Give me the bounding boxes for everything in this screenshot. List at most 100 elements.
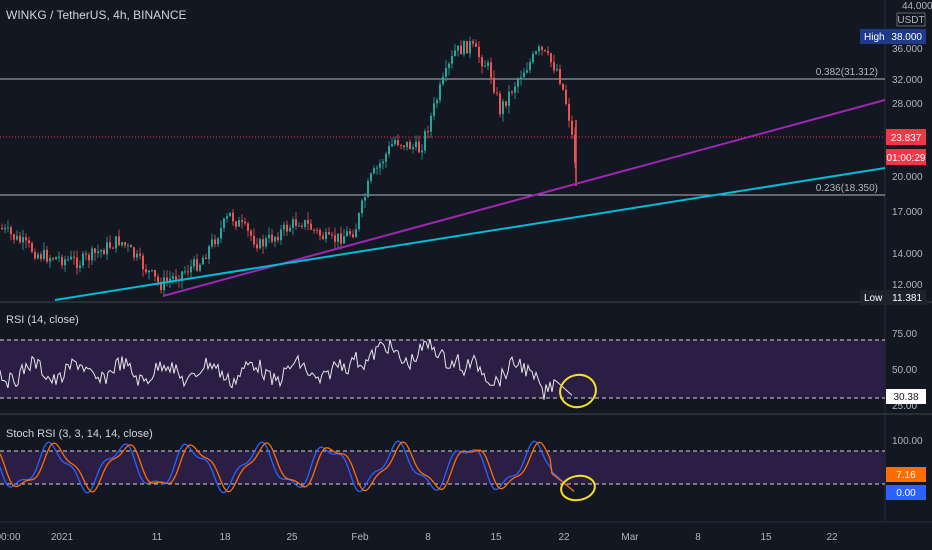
low-value: 11.381 bbox=[892, 293, 922, 304]
candle-body bbox=[244, 221, 246, 224]
candle-body bbox=[529, 62, 531, 71]
rsi-annotation-circle[interactable] bbox=[556, 371, 599, 411]
candle-body bbox=[364, 197, 366, 201]
candle-body bbox=[175, 276, 177, 280]
rsi-value-badge bbox=[886, 389, 926, 404]
candle-body bbox=[388, 146, 390, 154]
candle-body bbox=[463, 41, 465, 55]
candle-body bbox=[301, 225, 303, 227]
candle-body bbox=[490, 62, 492, 78]
rsi-line[interactable] bbox=[0, 338, 573, 400]
stoch-title[interactable]: Stoch RSI (3, 3, 14, 14, close) bbox=[6, 428, 153, 440]
candle-body bbox=[355, 229, 357, 238]
rsi-title[interactable]: RSI (14, close) bbox=[6, 314, 79, 326]
time-label-1: 2021 bbox=[51, 532, 74, 543]
candle-body bbox=[16, 235, 18, 240]
time-label-2: 11 bbox=[152, 532, 163, 543]
candle-body bbox=[154, 270, 156, 277]
currency-box[interactable] bbox=[896, 12, 926, 27]
candle-body bbox=[499, 93, 501, 115]
candle-body bbox=[505, 101, 507, 106]
candle-body bbox=[367, 180, 369, 198]
candle-body bbox=[70, 256, 72, 260]
price-tick-8: 12.000 bbox=[892, 280, 923, 291]
stoch-k-line[interactable] bbox=[0, 440, 575, 494]
candle-body bbox=[82, 253, 84, 266]
candle-body bbox=[73, 256, 75, 258]
currency-label[interactable]: USDT bbox=[897, 15, 924, 26]
candle-body bbox=[403, 145, 405, 148]
candle-body bbox=[232, 212, 234, 222]
candle-body bbox=[136, 253, 138, 258]
candle-body bbox=[454, 50, 456, 56]
candle-body bbox=[433, 103, 435, 116]
candle-body bbox=[103, 250, 105, 255]
candle-body bbox=[160, 281, 162, 291]
candle-body bbox=[424, 131, 426, 151]
candle-body bbox=[346, 231, 348, 237]
stoch-d-line[interactable] bbox=[0, 441, 575, 493]
candle-body bbox=[358, 213, 360, 230]
stoch-d-badge bbox=[886, 485, 926, 500]
candle-body bbox=[226, 216, 228, 219]
stoch-tick-0: 100.00 bbox=[892, 436, 923, 447]
candle-body bbox=[1, 228, 3, 230]
stoch-axis[interactable]: 100.00 7.16 0.00 bbox=[886, 436, 926, 500]
candle-body bbox=[241, 220, 243, 222]
candle-body bbox=[352, 234, 354, 238]
candle-body bbox=[397, 139, 399, 146]
candle-body bbox=[394, 139, 396, 145]
candle-body bbox=[118, 236, 120, 246]
candle-body bbox=[535, 51, 537, 54]
rsi-axis[interactable]: 75.00 50.00 25.00 30.38 bbox=[886, 329, 926, 412]
candle-body bbox=[109, 242, 111, 248]
candle-body bbox=[112, 247, 114, 249]
candle-body bbox=[4, 227, 6, 230]
candle-body bbox=[235, 221, 237, 227]
candle-body bbox=[523, 72, 525, 78]
time-label-4: 25 bbox=[286, 532, 298, 543]
candle-body bbox=[484, 66, 486, 68]
candlestick-series[interactable] bbox=[1, 36, 577, 296]
price-axis[interactable]: 44.000 USDT High 38.000 36.000 32.000 28… bbox=[860, 1, 932, 305]
candle-body bbox=[289, 227, 291, 232]
stoch-annotation-circle[interactable] bbox=[559, 473, 597, 503]
price-tick-2: 32.000 bbox=[892, 75, 923, 86]
candle-body bbox=[19, 235, 21, 243]
candle-body bbox=[457, 45, 459, 51]
candle-body bbox=[145, 269, 147, 273]
trend-line-cyan[interactable] bbox=[54, 167, 886, 301]
candle-body bbox=[331, 234, 333, 236]
candle-body bbox=[196, 259, 198, 271]
candle-body bbox=[187, 271, 189, 273]
time-axis[interactable]: 00:00 2021 11 18 25 Feb 8 15 22 Mar 8 15… bbox=[0, 532, 838, 543]
candle-body bbox=[76, 257, 78, 269]
candle-body bbox=[46, 249, 48, 262]
candle-body bbox=[127, 245, 129, 247]
candle-body bbox=[439, 84, 441, 101]
candle-body bbox=[316, 229, 318, 231]
candle-body bbox=[562, 83, 564, 90]
candle-body bbox=[574, 134, 576, 163]
candle-body bbox=[382, 161, 384, 164]
candle-body bbox=[526, 70, 528, 73]
candle-body bbox=[298, 225, 300, 227]
time-label-10: 8 bbox=[695, 532, 701, 543]
rsi-current-value: 30.38 bbox=[893, 392, 918, 403]
candle-body bbox=[34, 252, 36, 259]
candle-body bbox=[430, 115, 432, 132]
price-pane[interactable] bbox=[0, 0, 885, 300]
fib-label-236: 0.236(18.350) bbox=[816, 183, 878, 194]
candle-body bbox=[121, 242, 123, 246]
candle-body bbox=[556, 68, 558, 71]
high-badge bbox=[860, 29, 926, 44]
rsi-tick-2: 25.00 bbox=[892, 401, 917, 412]
candle-body bbox=[79, 265, 81, 269]
symbol-title[interactable]: WINKG / TetherUS, 4h, BINANCE bbox=[6, 8, 187, 22]
candle-body bbox=[205, 257, 207, 260]
candle-body bbox=[157, 276, 159, 282]
candle-body bbox=[292, 219, 294, 228]
candle-body bbox=[229, 212, 231, 217]
candle-body bbox=[268, 234, 270, 239]
